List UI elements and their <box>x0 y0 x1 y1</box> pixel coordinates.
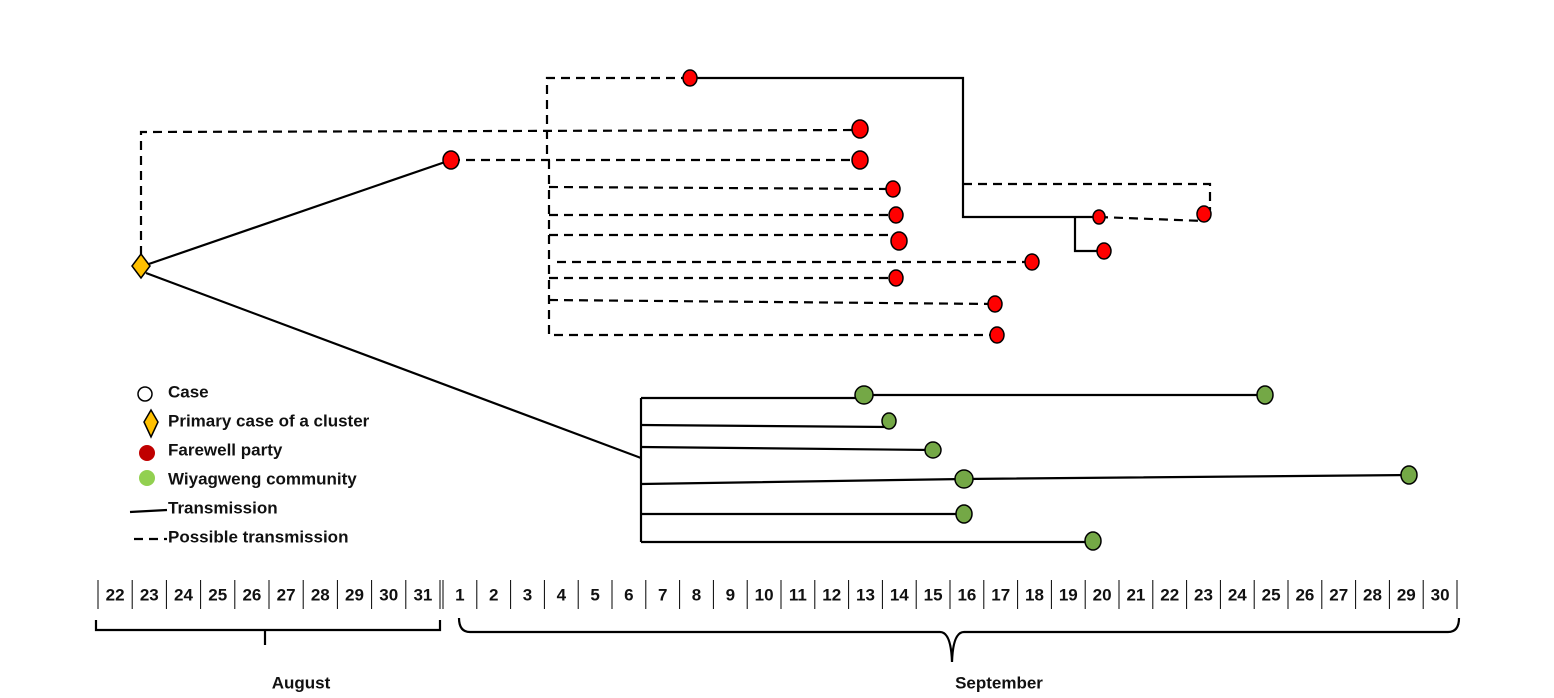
possible-link <box>139 128 861 255</box>
link <box>1073 217 1104 253</box>
day-label: 1 <box>455 585 464 604</box>
day-label: 24 <box>174 585 193 604</box>
link <box>640 473 1410 486</box>
possible-link <box>548 298 996 306</box>
link <box>640 423 890 429</box>
farewell-case <box>885 180 901 198</box>
day-label: 13 <box>856 585 875 604</box>
farewell-case <box>987 295 1003 313</box>
community-case <box>854 385 874 405</box>
day-label: 12 <box>822 585 841 604</box>
day-label: 11 <box>789 585 807 604</box>
farewell-case <box>442 150 460 170</box>
day-label: 27 <box>1329 585 1348 604</box>
day-label: 22 <box>106 585 125 604</box>
day-label: 25 <box>1262 585 1281 604</box>
day-label: 3 <box>523 585 532 604</box>
day-label: 4 <box>557 585 567 604</box>
possible-link <box>548 185 894 191</box>
day-label: 9 <box>726 585 735 604</box>
day-label: 29 <box>345 585 364 604</box>
farewell-case <box>1196 205 1212 223</box>
legend-label: Possible transmission <box>168 527 348 546</box>
day-axis: 22 23 24 25 26 27 28 29 30 31 1 2 3 4 5 6 7 8 9 10 11 12 13 14 1… <box>97 580 1458 609</box>
month-label: September <box>955 673 1043 692</box>
day-label: 25 <box>208 585 227 604</box>
legend-label: Primary case of a cluster <box>168 411 370 430</box>
possible-link <box>1098 215 1205 223</box>
day-label: 29 <box>1397 585 1416 604</box>
day-label: 17 <box>991 585 1010 604</box>
farewell-case <box>1096 242 1112 260</box>
day-label: 26 <box>1295 585 1314 604</box>
day-label: 30 <box>379 585 398 604</box>
day-label: 26 <box>242 585 261 604</box>
day-label: 27 <box>277 585 296 604</box>
link <box>690 76 1099 219</box>
community-case <box>955 504 973 524</box>
farewell-case <box>1092 209 1106 225</box>
farewell-case <box>682 69 698 87</box>
farewell-case <box>851 119 869 139</box>
day-label: 23 <box>1194 585 1213 604</box>
community-case <box>924 441 942 459</box>
day-label: 8 <box>692 585 701 604</box>
legend-icon <box>129 508 168 514</box>
day-label: 30 <box>1431 585 1450 604</box>
legend-icon <box>139 470 155 486</box>
farewell-case <box>888 269 904 287</box>
legend-icon <box>143 408 159 439</box>
day-label: 19 <box>1059 585 1078 604</box>
day-label: 14 <box>890 585 909 604</box>
day-label: 23 <box>140 585 159 604</box>
link <box>145 271 642 460</box>
links <box>139 76 1410 544</box>
bracket <box>457 617 1461 663</box>
community-case <box>1256 385 1274 405</box>
community-case <box>1400 465 1418 485</box>
day-label: 5 <box>590 585 599 604</box>
bracket <box>94 620 442 632</box>
community-case <box>881 412 897 430</box>
possible-link <box>547 160 997 337</box>
link <box>142 158 452 268</box>
farewell-case <box>888 206 904 224</box>
farewell-case <box>1024 253 1040 271</box>
legend-label: Case <box>168 382 209 401</box>
possible-link <box>545 76 690 160</box>
day-label: 20 <box>1093 585 1112 604</box>
possible-link <box>963 182 1212 210</box>
day-label: 16 <box>957 585 976 604</box>
day-label: 21 <box>1126 585 1145 604</box>
farewell-case <box>989 326 1005 344</box>
legend-icon <box>139 445 155 461</box>
community-case <box>1084 531 1102 551</box>
day-label: 15 <box>924 585 943 604</box>
legend-label: Wiyagweng community <box>168 469 357 488</box>
legend-icon <box>137 386 153 402</box>
month-label: August <box>272 673 331 692</box>
day-label: 18 <box>1025 585 1044 604</box>
day-label: 2 <box>489 585 498 604</box>
community-case <box>954 469 974 489</box>
day-label: 22 <box>1160 585 1179 604</box>
day-label: 28 <box>311 585 330 604</box>
day-label: 7 <box>658 585 667 604</box>
legend-label: Farewell party <box>168 440 283 459</box>
nodes <box>131 69 1418 551</box>
day-label: 10 <box>755 585 774 604</box>
day-label: 31 <box>413 585 432 604</box>
farewell-case <box>890 231 908 251</box>
link <box>640 445 934 452</box>
legend-label: Transmission <box>168 498 278 517</box>
month-brackets: August September <box>94 617 1461 692</box>
legend: Case Primary case of a cluster Farewell … <box>129 382 370 546</box>
day-label: 6 <box>624 585 633 604</box>
primary-case <box>131 252 151 280</box>
day-label: 24 <box>1228 585 1247 604</box>
day-label: 28 <box>1363 585 1382 604</box>
farewell-case <box>851 150 869 170</box>
